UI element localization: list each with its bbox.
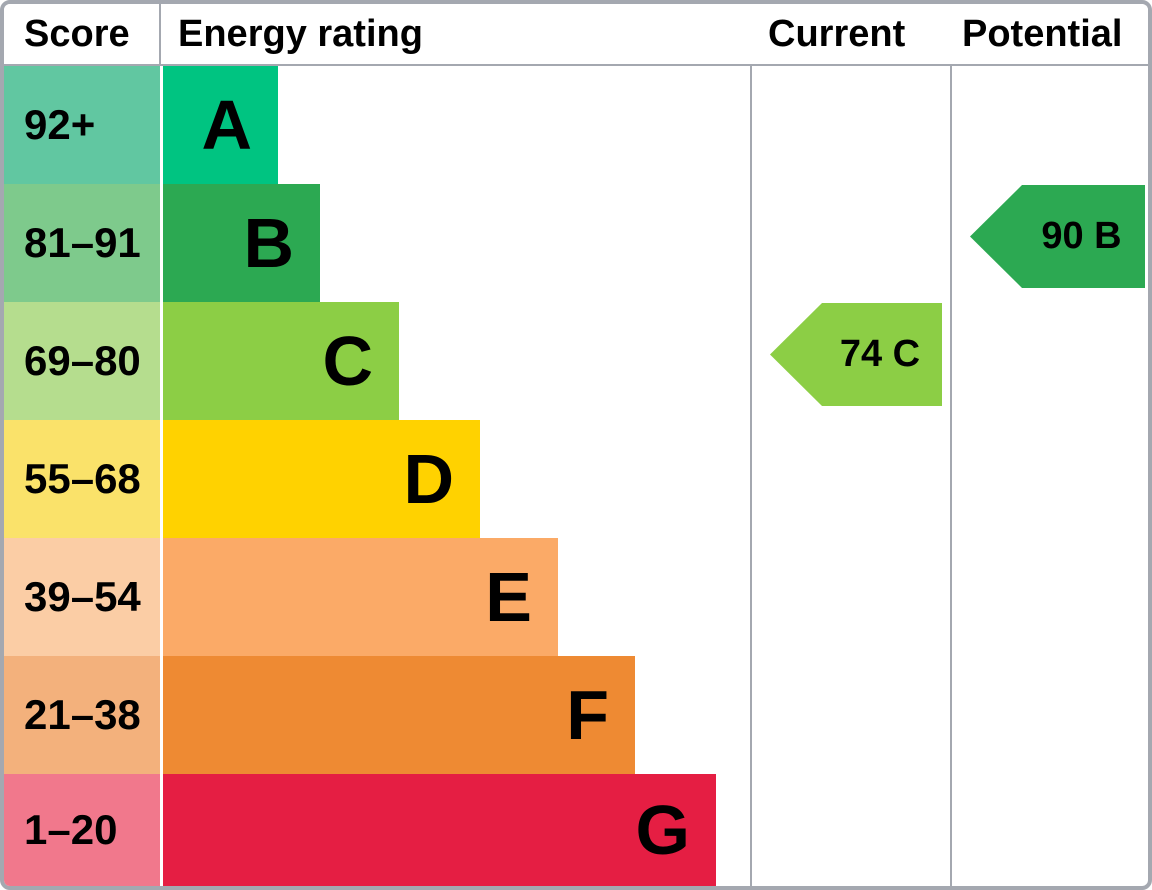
band-letter: B <box>243 204 294 282</box>
band-row: 55–68 D <box>4 420 1148 538</box>
score-range-cell: 92+ <box>4 66 160 184</box>
score-range-cell: 55–68 <box>4 420 160 538</box>
potential-rating-label: 90 B <box>1041 215 1122 257</box>
score-range-cell: 21–38 <box>4 656 160 774</box>
score-range-label: 92+ <box>24 101 96 148</box>
score-range-cell: 81–91 <box>4 184 160 302</box>
header-score: Score <box>24 13 130 55</box>
score-range-cell: 69–80 <box>4 302 160 420</box>
header-current: Current <box>768 13 906 55</box>
band-letter: F <box>566 676 609 754</box>
score-range-label: 1–20 <box>24 806 118 853</box>
header-energy-rating: Energy rating <box>178 13 423 55</box>
score-range-label: 55–68 <box>24 455 141 502</box>
band-rows: 92+ A 81–91 B 69–80 C 55–68 D 39–54 <box>4 66 1148 886</box>
current-column-divider <box>750 4 752 886</box>
band-letter: C <box>322 322 373 400</box>
band-bar: D <box>163 420 480 538</box>
band-bar: B <box>163 184 320 302</box>
band-row: 39–54 E <box>4 538 1148 656</box>
band-bar: A <box>163 66 278 184</box>
band-letter: E <box>485 558 532 636</box>
band-row: 21–38 F <box>4 656 1148 774</box>
header-potential: Potential <box>962 13 1123 55</box>
band-row: 81–91 B <box>4 184 1148 302</box>
band-bar: G <box>163 774 716 886</box>
band-bar: C <box>163 302 399 420</box>
band-bar: F <box>163 656 635 774</box>
score-range-cell: 1–20 <box>4 774 160 886</box>
band-row: 92+ A <box>4 66 1148 184</box>
score-range-label: 81–91 <box>24 219 141 266</box>
score-range-cell: 39–54 <box>4 538 160 656</box>
band-letter: A <box>201 86 252 164</box>
potential-column-divider <box>950 4 952 886</box>
score-range-label: 21–38 <box>24 691 141 738</box>
band-row: 1–20 G <box>4 774 1148 886</box>
band-bar: E <box>163 538 558 656</box>
band-letter: G <box>635 791 690 869</box>
band-row: 69–80 C <box>4 302 1148 420</box>
score-range-label: 69–80 <box>24 337 141 384</box>
score-column-divider <box>159 4 161 66</box>
band-letter: D <box>403 440 454 518</box>
score-range-label: 39–54 <box>24 573 141 620</box>
current-rating-label: 74 C <box>839 333 921 375</box>
chart-header: Score Energy rating Current Potential <box>4 4 1148 66</box>
